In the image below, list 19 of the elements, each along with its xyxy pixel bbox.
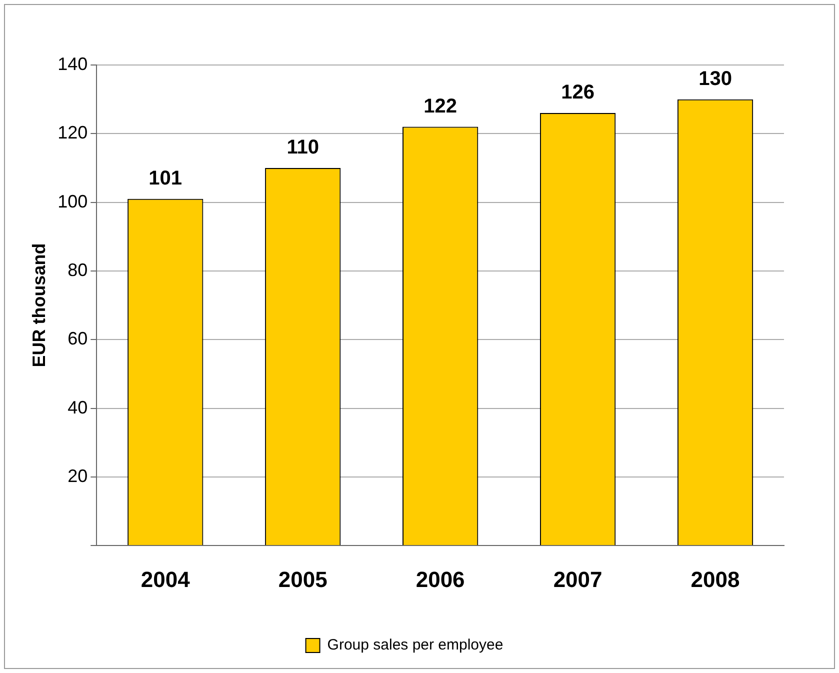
x-tick-label: 2008: [690, 566, 740, 592]
y-tick-label: 100: [58, 191, 88, 212]
y-tick-label: 40: [68, 397, 88, 418]
data-label: 101: [148, 167, 182, 190]
data-label: 110: [286, 136, 319, 158]
y-tick-label: 140: [58, 54, 88, 74]
legend-label: Group sales per employee: [327, 636, 504, 654]
data-label: 130: [698, 68, 732, 90]
x-tick-label: 2004: [140, 566, 191, 592]
x-tick-label: 2007: [553, 566, 602, 592]
data-label: 122: [424, 95, 458, 118]
y-tick-label: 60: [68, 328, 88, 349]
y-axis-title: EUR thousand: [28, 243, 49, 368]
y-tick-label: 80: [68, 260, 88, 280]
y-tick-label: 20: [68, 466, 88, 486]
x-tick-label: 2005: [278, 566, 328, 592]
y-tick-label: 120: [58, 122, 88, 143]
x-tick-label: 2006: [416, 566, 465, 592]
data-label: 126: [561, 82, 594, 104]
